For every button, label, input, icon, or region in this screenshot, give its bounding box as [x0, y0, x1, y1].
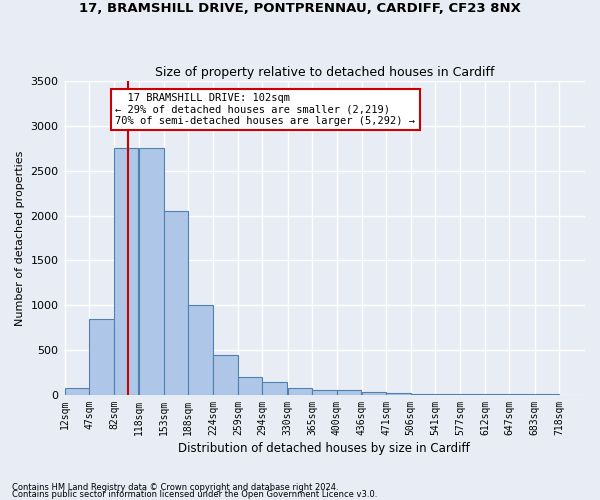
Bar	[114, 148, 139, 395]
Bar	[89, 318, 114, 395]
Bar	[139, 148, 164, 395]
Bar	[164, 211, 188, 395]
Text: Contains public sector information licensed under the Open Government Licence v3: Contains public sector information licen…	[12, 490, 377, 499]
Bar	[238, 377, 262, 395]
X-axis label: Distribution of detached houses by size in Cardiff: Distribution of detached houses by size …	[178, 442, 470, 455]
Bar	[411, 394, 435, 395]
Text: Contains HM Land Registry data © Crown copyright and database right 2024.: Contains HM Land Registry data © Crown c…	[12, 484, 338, 492]
Bar	[386, 392, 411, 395]
Bar	[460, 394, 485, 395]
Bar	[362, 392, 386, 395]
Bar	[287, 388, 312, 395]
Bar	[337, 390, 361, 395]
Text: 17 BRAMSHILL DRIVE: 102sqm
← 29% of detached houses are smaller (2,219)
70% of s: 17 BRAMSHILL DRIVE: 102sqm ← 29% of deta…	[115, 92, 415, 126]
Bar	[188, 306, 212, 395]
Text: 17, BRAMSHILL DRIVE, PONTPRENNAU, CARDIFF, CF23 8NX: 17, BRAMSHILL DRIVE, PONTPRENNAU, CARDIF…	[79, 2, 521, 16]
Bar	[435, 394, 460, 395]
Title: Size of property relative to detached houses in Cardiff: Size of property relative to detached ho…	[155, 66, 494, 78]
Bar	[262, 382, 287, 395]
Bar	[214, 354, 238, 395]
Bar	[312, 390, 337, 395]
Bar	[65, 388, 89, 395]
Y-axis label: Number of detached properties: Number of detached properties	[15, 150, 25, 326]
